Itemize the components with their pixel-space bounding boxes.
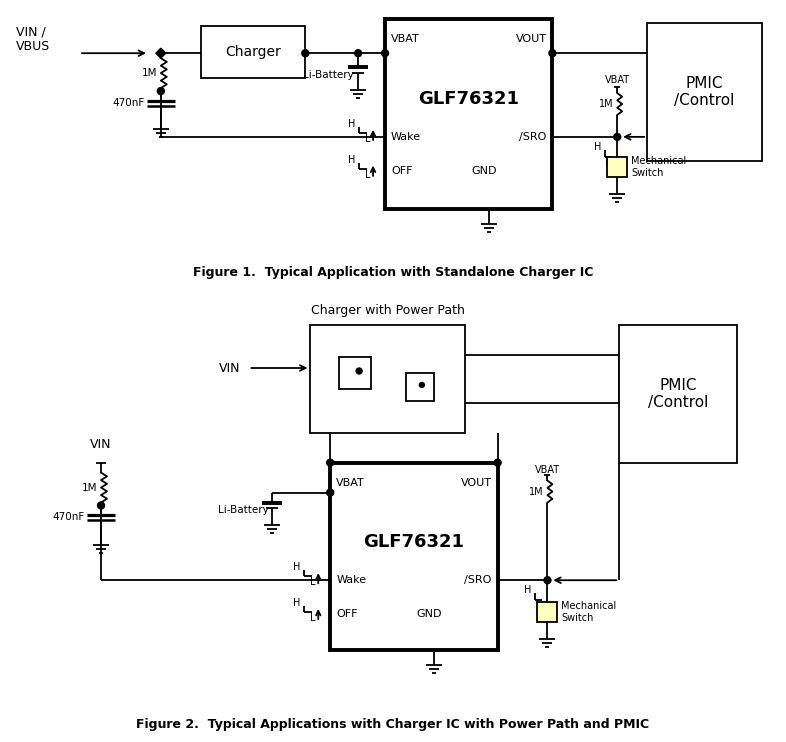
Text: 1M: 1M	[82, 482, 97, 493]
Text: OFF: OFF	[391, 165, 413, 176]
Text: Wake: Wake	[391, 132, 421, 142]
Text: PMIC
/Control: PMIC /Control	[674, 76, 735, 108]
Circle shape	[157, 88, 164, 94]
Text: Li-Battery: Li-Battery	[303, 70, 354, 80]
Text: /SRO: /SRO	[519, 132, 546, 142]
Circle shape	[549, 50, 556, 56]
Text: 1M: 1M	[599, 99, 613, 109]
Text: VBAT: VBAT	[535, 464, 560, 475]
Text: L: L	[536, 601, 542, 611]
Bar	[385, 19, 553, 209]
Polygon shape	[156, 48, 166, 58]
Text: L: L	[310, 613, 316, 623]
Bar	[406, 373, 434, 401]
Bar	[608, 157, 627, 177]
Text: H: H	[293, 598, 300, 608]
Text: Mechanical
Switch: Mechanical Switch	[631, 156, 686, 177]
Text: L: L	[605, 158, 611, 168]
Circle shape	[327, 489, 334, 496]
Text: Mechanical
Switch: Mechanical Switch	[561, 601, 617, 623]
Text: Wake: Wake	[336, 575, 366, 585]
Text: L: L	[310, 577, 316, 587]
Text: H: H	[293, 562, 300, 572]
Text: GND: GND	[471, 165, 497, 176]
Text: VOUT: VOUT	[461, 478, 492, 487]
Bar	[538, 602, 557, 622]
Text: 470nF: 470nF	[53, 513, 85, 522]
Text: VIN: VIN	[90, 438, 112, 450]
Text: VBAT: VBAT	[604, 75, 630, 85]
Circle shape	[354, 50, 362, 56]
Circle shape	[356, 368, 362, 374]
Text: /SRO: /SRO	[465, 575, 492, 585]
Circle shape	[97, 502, 105, 509]
Text: Figure 1.  Typical Application with Standalone Charger IC: Figure 1. Typical Application with Stand…	[193, 266, 593, 279]
Text: OFF: OFF	[336, 609, 358, 619]
Circle shape	[420, 382, 424, 387]
Bar	[619, 325, 736, 463]
Text: VOUT: VOUT	[516, 34, 546, 45]
Circle shape	[302, 50, 309, 56]
Bar	[310, 325, 465, 433]
Bar	[330, 463, 498, 650]
Text: L: L	[365, 170, 370, 180]
Text: H: H	[347, 155, 355, 165]
Text: 1M: 1M	[141, 68, 157, 78]
Text: VBAT: VBAT	[391, 34, 420, 45]
Text: GLF76321: GLF76321	[418, 90, 520, 108]
Text: 1M: 1M	[529, 487, 543, 496]
Text: Figure 2.  Typical Applications with Charger IC with Power Path and PMIC: Figure 2. Typical Applications with Char…	[137, 718, 649, 731]
Text: VIN /
VBUS: VIN / VBUS	[17, 25, 50, 53]
Text: VIN: VIN	[219, 361, 241, 375]
Text: Charger: Charger	[225, 45, 281, 59]
Text: Charger with Power Path: Charger with Power Path	[310, 304, 465, 317]
Text: H: H	[524, 585, 531, 595]
Text: GLF76321: GLF76321	[363, 533, 465, 551]
Text: PMIC
/Control: PMIC /Control	[648, 378, 708, 410]
Circle shape	[614, 134, 621, 140]
Text: H: H	[594, 142, 601, 152]
Bar	[200, 26, 305, 78]
Circle shape	[494, 459, 501, 466]
Text: H: H	[347, 119, 355, 129]
Circle shape	[327, 459, 334, 466]
Circle shape	[544, 577, 551, 584]
Text: L: L	[365, 134, 370, 144]
Text: 470nF: 470nF	[112, 98, 145, 108]
Circle shape	[381, 50, 388, 56]
Text: Li-Battery: Li-Battery	[218, 505, 269, 516]
Text: VBAT: VBAT	[336, 478, 365, 487]
Bar	[647, 23, 762, 161]
Bar	[340, 357, 371, 389]
Text: GND: GND	[416, 609, 442, 619]
